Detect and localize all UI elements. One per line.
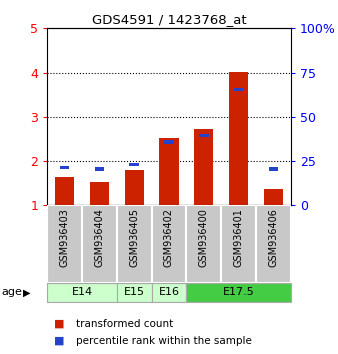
Bar — [256, 205, 291, 283]
Bar — [125, 170, 144, 205]
Bar — [194, 129, 213, 205]
Text: GSM936400: GSM936400 — [199, 208, 209, 267]
Bar — [164, 141, 174, 144]
Bar — [117, 205, 152, 283]
Text: ■: ■ — [54, 319, 65, 329]
Text: GSM936403: GSM936403 — [60, 208, 70, 267]
Bar — [117, 283, 152, 302]
Bar — [55, 177, 74, 205]
Bar — [264, 188, 283, 205]
Text: GSM936406: GSM936406 — [268, 208, 278, 267]
Bar — [90, 182, 109, 205]
Bar — [47, 205, 82, 283]
Text: GSM936402: GSM936402 — [164, 208, 174, 267]
Bar — [160, 138, 178, 205]
Text: E17.5: E17.5 — [223, 287, 255, 297]
Bar — [47, 283, 117, 302]
Bar — [129, 162, 139, 166]
Text: E16: E16 — [159, 287, 179, 297]
Text: E14: E14 — [72, 287, 93, 297]
Bar — [152, 205, 186, 283]
Text: GSM936405: GSM936405 — [129, 208, 139, 267]
Bar — [186, 283, 291, 302]
Bar — [268, 167, 278, 171]
Text: GSM936401: GSM936401 — [234, 208, 244, 267]
Text: percentile rank within the sample: percentile rank within the sample — [76, 336, 252, 346]
Bar — [229, 72, 248, 205]
Bar — [82, 205, 117, 283]
Text: GSM936404: GSM936404 — [94, 208, 104, 267]
Title: GDS4591 / 1423768_at: GDS4591 / 1423768_at — [92, 13, 246, 26]
Text: ■: ■ — [54, 336, 65, 346]
Text: transformed count: transformed count — [76, 319, 173, 329]
Text: E15: E15 — [124, 287, 145, 297]
Text: ▶: ▶ — [23, 287, 30, 297]
Bar — [234, 88, 243, 91]
Bar — [95, 167, 104, 171]
Bar — [199, 134, 209, 137]
Bar — [60, 166, 70, 169]
Bar — [186, 205, 221, 283]
Bar — [152, 283, 186, 302]
Bar — [221, 205, 256, 283]
Text: age: age — [2, 287, 23, 297]
